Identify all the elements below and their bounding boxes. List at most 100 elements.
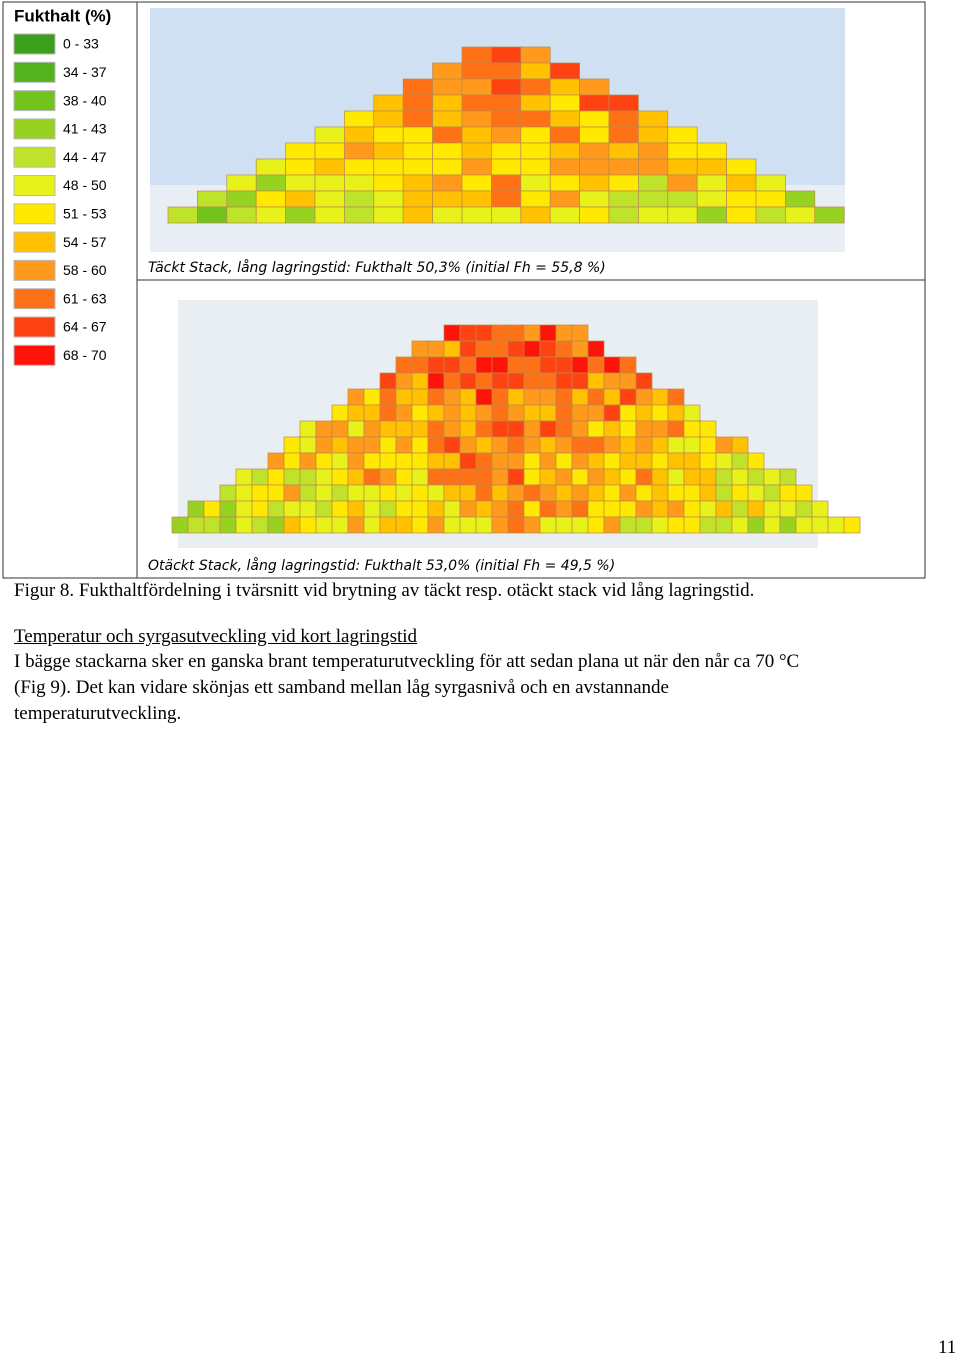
heatmap-cell	[638, 190, 669, 208]
heatmap-cell	[315, 484, 333, 502]
heatmap-cell	[555, 436, 573, 454]
heatmap-cell	[283, 484, 301, 502]
heatmap-cell	[395, 468, 413, 486]
heatmap-cell	[363, 484, 381, 502]
heatmap-cell	[603, 388, 621, 406]
legend-swatch	[13, 259, 56, 281]
heatmap-cell	[299, 420, 317, 438]
heatmap-cell	[763, 516, 781, 534]
heatmap-cell	[235, 484, 253, 502]
heatmap-cell	[491, 356, 509, 374]
heatmap-cell	[667, 420, 685, 438]
heatmap-cell	[461, 46, 492, 64]
legend-swatch	[13, 316, 56, 338]
heatmap-cell	[579, 110, 610, 128]
heatmap-cell	[520, 206, 551, 224]
heatmap-cell	[379, 484, 397, 502]
heatmap-cell	[619, 468, 637, 486]
paragraph-line: (Fig 9). Det kan vidare skönjas ett samb…	[14, 677, 669, 698]
heatmap-cell	[699, 468, 717, 486]
heatmap-cell	[443, 452, 461, 470]
heatmap-cell	[555, 420, 573, 438]
heatmap-cell	[475, 324, 493, 342]
heatmap-cell	[726, 174, 757, 192]
heatmap-cell	[411, 436, 429, 454]
heatmap-cell	[491, 340, 509, 358]
heatmap-cell	[843, 516, 861, 534]
heatmap-cell	[491, 126, 522, 144]
heatmap-cell	[475, 340, 493, 358]
heatmap-cell	[523, 452, 541, 470]
heatmap-cell	[427, 404, 445, 422]
heatmap-cell	[402, 110, 433, 128]
heatmap-cell	[443, 516, 461, 534]
heatmap-cell	[347, 388, 365, 406]
heatmap-cell	[235, 516, 253, 534]
heatmap-cell	[402, 126, 433, 144]
heatmap-cell	[283, 468, 301, 486]
heatmap-cell	[579, 94, 610, 112]
heatmap-cell	[571, 340, 589, 358]
heatmap-cell	[226, 206, 257, 224]
heatmap-cell	[459, 484, 477, 502]
heatmap-cell	[608, 110, 639, 128]
heatmap-cell	[667, 516, 685, 534]
heatmap-cell	[432, 78, 463, 96]
heatmap-cell	[587, 420, 605, 438]
heatmap-cell	[344, 158, 375, 176]
heatmap-cell	[539, 372, 557, 390]
heatmap-cell	[459, 516, 477, 534]
heatmap-cell	[667, 452, 685, 470]
heatmap-cell	[226, 190, 257, 208]
heatmap-cell	[443, 340, 461, 358]
heatmap-cell	[475, 420, 493, 438]
heatmap-cell	[459, 404, 477, 422]
heatmap-cell	[555, 372, 573, 390]
heatmap-cell	[523, 484, 541, 502]
heatmap-cell	[520, 190, 551, 208]
heatmap-cell	[763, 500, 781, 518]
heatmap-cell	[363, 468, 381, 486]
legend-swatch	[13, 61, 56, 83]
heatmap-cell	[696, 158, 727, 176]
heatmap-cell	[755, 206, 786, 224]
heatmap-cell	[549, 174, 580, 192]
heatmap-cell	[571, 484, 589, 502]
heatmap-cell	[251, 484, 269, 502]
heatmap-cell	[167, 206, 198, 224]
heatmap-cell	[255, 174, 286, 192]
heatmap-cell	[491, 158, 522, 176]
heatmap-cell	[549, 158, 580, 176]
legend-swatch	[13, 90, 56, 112]
heatmap-cell	[461, 62, 492, 80]
heatmap-cell	[314, 142, 345, 160]
heatmap-cell	[344, 206, 375, 224]
heatmap-cell	[571, 324, 589, 342]
heatmap-cell	[432, 158, 463, 176]
heatmap-cell	[507, 468, 525, 486]
heatmap-cell	[402, 78, 433, 96]
heatmap-cell	[373, 206, 404, 224]
heatmap-cell	[395, 404, 413, 422]
heatmap-cell	[683, 468, 701, 486]
heatmap-cell	[619, 500, 637, 518]
heatmap-cell	[432, 142, 463, 160]
heatmap-cell	[763, 468, 781, 486]
heatmap-cell	[523, 436, 541, 454]
heatmap-cell	[507, 436, 525, 454]
heatmap-cell	[731, 516, 749, 534]
heatmap-cell	[638, 158, 669, 176]
heatmap-cell	[432, 110, 463, 128]
heatmap-cell	[373, 174, 404, 192]
heatmap-cell	[443, 324, 461, 342]
heatmap-cell	[285, 206, 316, 224]
heatmap-cell	[402, 206, 433, 224]
heatmap-cell	[373, 126, 404, 144]
heatmap-cell	[443, 468, 461, 486]
heatmap-cell	[638, 110, 669, 128]
heatmap-cell	[459, 436, 477, 454]
heatmap-cell	[667, 206, 698, 224]
heatmap-cell	[427, 468, 445, 486]
legend-label: 51 - 53	[63, 206, 107, 222]
